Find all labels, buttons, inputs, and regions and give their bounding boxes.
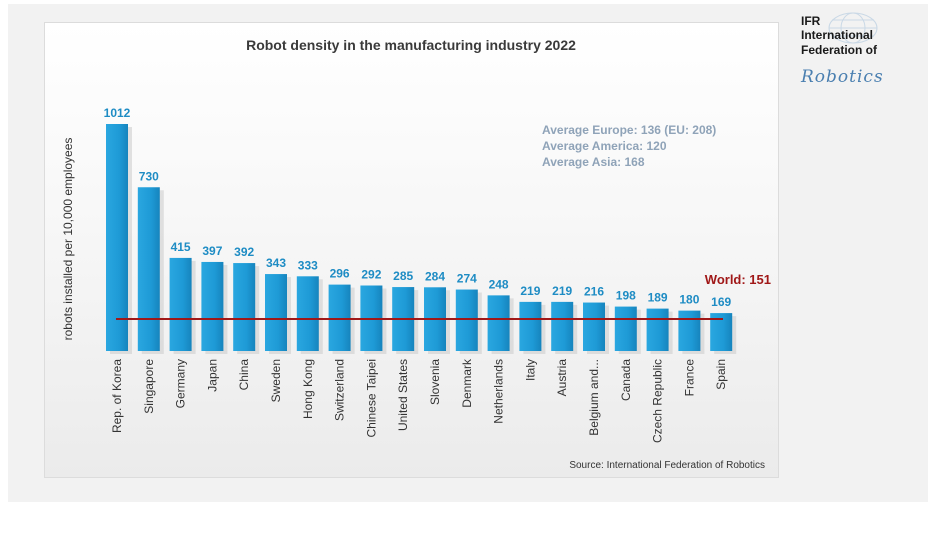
bar-spain: [710, 313, 733, 351]
bar-rep-of-korea: [106, 124, 128, 351]
category-label: Austria: [555, 359, 569, 397]
category-label: France: [682, 359, 696, 397]
bar-belgium-and: [583, 302, 605, 351]
value-label: 284: [425, 269, 445, 283]
category-label: Germany: [174, 359, 188, 408]
bar-switzerland: [328, 284, 351, 351]
category-label: Netherlands: [492, 359, 506, 424]
bar-austria: [551, 301, 574, 351]
value-labels: 1012 730 415 397 392 343 333 296 292 285 284 274 248…: [104, 106, 732, 309]
value-label: 730: [139, 169, 159, 183]
bar-france: [678, 310, 701, 351]
category-labels: Rep. of Korea Singapore Germany Japan China S…: [110, 358, 728, 443]
value-label: 285: [393, 269, 413, 283]
category-label: Japan: [205, 359, 219, 392]
source-note: Source: International Federation of Robo…: [569, 460, 765, 471]
value-label: 296: [330, 267, 350, 281]
logo-script: Robotics: [801, 67, 884, 87]
world-average-label: World: 151: [705, 272, 771, 287]
ifr-logo: IFR International Federation of Robotics: [801, 10, 916, 87]
bar-china: [233, 263, 256, 351]
value-label: 333: [298, 258, 318, 272]
bar-canada: [614, 306, 637, 351]
bar-denmark: [455, 289, 478, 351]
category-label: Switzerland: [333, 359, 347, 421]
bar-czech-republic: [646, 308, 669, 351]
logo-line-1: IFR: [801, 14, 821, 28]
value-label: 415: [171, 240, 191, 254]
globe-icon: [828, 12, 878, 44]
bars-group: [106, 124, 737, 354]
category-label: Sweden: [269, 359, 283, 402]
y-axis-label: robots installed per 10,000 employees: [61, 138, 75, 341]
annotation-line: Average Europe: 136 (EU: 208): [542, 123, 716, 137]
bar-japan: [201, 261, 224, 351]
value-label: 216: [584, 285, 604, 299]
value-label: 219: [552, 284, 572, 298]
bar-hong-kong: [296, 276, 319, 351]
value-label: 219: [520, 284, 540, 298]
category-label: Denmark: [460, 358, 474, 408]
value-label: 397: [202, 244, 222, 258]
value-label: 180: [679, 293, 699, 307]
value-label: 343: [266, 256, 286, 270]
annotation-line: Average Asia: 168: [542, 155, 645, 169]
bar-netherlands: [487, 295, 510, 351]
value-label: 248: [489, 277, 509, 291]
category-label: United States: [396, 359, 410, 431]
category-label: Rep. of Korea: [110, 359, 124, 433]
category-label: Chinese Taipei: [364, 359, 378, 438]
bar-sweden: [265, 274, 287, 351]
category-label: Canada: [619, 359, 633, 401]
bar-italy: [519, 301, 542, 351]
category-label: Italy: [523, 359, 537, 381]
value-label: 198: [616, 289, 636, 303]
category-label: Slovenia: [428, 359, 442, 405]
chart-panel: [44, 22, 779, 478]
annotation-line: Average America: 120: [542, 139, 667, 153]
category-label: Spain: [714, 359, 728, 390]
logo-line-3: Federation of: [801, 43, 878, 57]
value-label: 189: [648, 291, 668, 305]
value-label: 274: [457, 272, 477, 286]
value-label: 169: [711, 295, 731, 309]
value-label: 392: [234, 245, 254, 259]
chart-title: Robot density in the manufacturing indus…: [246, 37, 576, 53]
bar-germany: [169, 257, 192, 351]
category-label: Hong Kong: [301, 359, 315, 419]
category-label: Czech Republic: [651, 359, 665, 443]
bar-singapore: [137, 187, 160, 351]
value-label: 1012: [104, 106, 131, 120]
category-label: Belgium and...: [587, 359, 601, 436]
logo-line-2: International: [801, 28, 874, 42]
category-label: China: [237, 359, 251, 391]
category-label: Singapore: [142, 359, 156, 414]
value-label: 292: [361, 268, 381, 282]
regional-averages: Average Europe: 136 (EU: 208) Average Ame…: [542, 123, 716, 169]
